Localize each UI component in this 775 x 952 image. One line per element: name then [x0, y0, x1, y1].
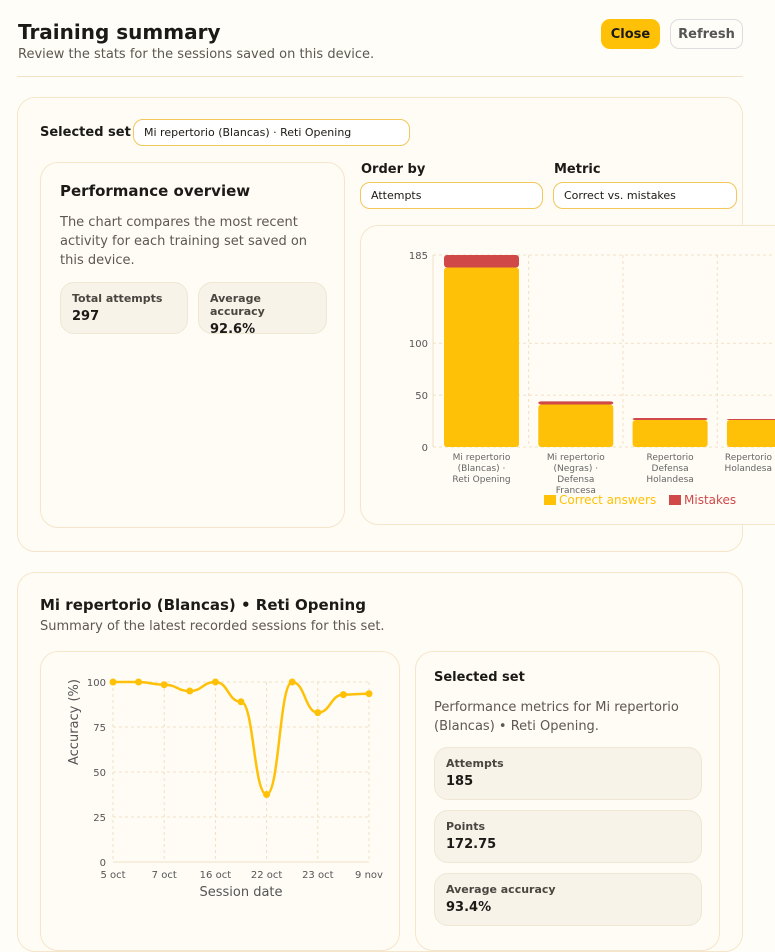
x-tick-label: 22 oct — [251, 870, 283, 881]
bar-mistakes — [444, 255, 519, 268]
side-title: Selected set — [434, 670, 525, 685]
bar-mistakes — [538, 401, 614, 405]
data-point — [365, 690, 373, 698]
stat-value: 297 — [72, 309, 100, 324]
x-tick-label: 23 oct — [302, 870, 334, 881]
selected-set-select[interactable]: Mi repertorio (Blancas) · Reti Opening — [133, 119, 410, 146]
x-tick-label: Mi repertorio (Negras) · Defensa Francesa — [547, 453, 605, 496]
y-tick-label: 0 — [422, 443, 428, 454]
stat-label: Average accuracy — [210, 292, 265, 318]
x-tick-label: 16 oct — [200, 870, 232, 881]
total-attempts-stat: Total attempts 297 — [60, 282, 188, 334]
points-stat: Points 172.75 — [434, 810, 702, 863]
selected-set-label: Selected set — [40, 125, 131, 140]
data-point — [186, 687, 194, 695]
page-subtitle: Review the stats for the sessions saved … — [18, 47, 375, 62]
bar-chart-card — [360, 225, 775, 525]
set-detail-title: Mi repertorio (Blancas) • Reti Opening — [40, 596, 366, 614]
legend-swatch-mistakes — [669, 495, 681, 505]
metric-label: Metric — [554, 162, 601, 177]
stat-label: Attempts — [446, 757, 504, 770]
order-by-select[interactable]: Attempts — [360, 182, 543, 209]
bar-correct — [632, 420, 708, 447]
y-tick-label: 75 — [93, 723, 106, 734]
y-tick-label: 185 — [409, 251, 428, 262]
stat-value: 93.4% — [446, 900, 492, 915]
stat-label: Total attempts — [72, 292, 163, 305]
data-point — [237, 698, 245, 706]
line-chart-card — [40, 651, 400, 951]
y-tick-label: 100 — [87, 678, 106, 689]
close-button[interactable]: Close — [601, 19, 660, 49]
y-tick-label: 50 — [415, 391, 428, 402]
y-tick-label: 50 — [93, 768, 106, 779]
accuracy-line — [112, 680, 370, 796]
data-point — [211, 678, 219, 686]
stat-value: 172.75 — [446, 837, 497, 852]
stat-label: Points — [446, 820, 486, 833]
bar-correct — [726, 420, 775, 447]
y-tick-label: 0 — [100, 858, 106, 869]
bar-correct — [538, 404, 614, 447]
data-point — [288, 678, 296, 686]
page-title: Training summary — [18, 20, 221, 44]
performance-overview-card: Performance overview The chart compares … — [40, 162, 345, 528]
title-text: Training summary — [18, 20, 221, 44]
data-point — [263, 791, 271, 798]
y-tick-label: 25 — [93, 813, 106, 824]
x-tick-label: Repertorio Holandesa — [725, 453, 773, 474]
divider — [17, 76, 743, 77]
data-point — [135, 678, 143, 686]
bar-mistakes — [632, 417, 708, 421]
data-point — [339, 691, 347, 699]
y-axis-label: Accuracy (%) — [67, 679, 82, 765]
line-chart: 0 25 50 75 100 5 oct 7 oct 16 oct 22 oct 23 oct 9 … — [67, 678, 383, 900]
stat-value: 185 — [446, 774, 474, 789]
legend-swatch-correct — [544, 495, 556, 505]
y-tick-label: 100 — [409, 339, 428, 350]
refresh-button[interactable]: Refresh — [670, 19, 743, 49]
stat-label: Average accuracy — [446, 883, 556, 896]
order-by-label: Order by — [361, 162, 426, 177]
stat-value: 92.6% — [210, 322, 256, 337]
bar-mistakes — [726, 418, 775, 421]
overview-title: Performance overview — [60, 182, 251, 200]
legend-label-mistakes: Mistakes — [684, 493, 736, 507]
x-tick-label: Repertorio Defensa Holandesa — [646, 453, 694, 485]
side-description: Performance metrics for Mi repertorio (B… — [434, 700, 679, 734]
selected-set-card: Selected set Performance metrics for Mi … — [415, 651, 720, 951]
bar-correct — [444, 267, 519, 447]
average-accuracy-stat: Average accuracy 92.6% — [198, 282, 327, 337]
bar-chart: 0 50 100 185 Mi repertorio (Blancas) · Reti Op… — [409, 251, 775, 507]
legend-label-correct: Correct answers — [559, 493, 656, 507]
data-point — [314, 709, 322, 717]
overview-description: The chart compares the most recent activ… — [60, 215, 308, 268]
x-axis-label: Session date — [199, 885, 282, 900]
data-point — [109, 678, 117, 686]
x-tick-label: 7 oct — [152, 870, 177, 881]
x-tick-label: 9 nov — [355, 870, 383, 881]
x-tick-label: 5 oct — [100, 870, 125, 881]
attempts-stat: Attempts 185 — [434, 747, 702, 800]
set-detail-subtitle: Summary of the latest recorded sessions … — [40, 619, 385, 634]
average-accuracy-stat: Average accuracy 93.4% — [434, 873, 702, 926]
data-point — [160, 681, 168, 689]
x-tick-label: Mi repertorio (Blancas) · Reti Opening — [452, 453, 511, 485]
metric-select[interactable]: Correct vs. mistakes — [553, 182, 737, 209]
